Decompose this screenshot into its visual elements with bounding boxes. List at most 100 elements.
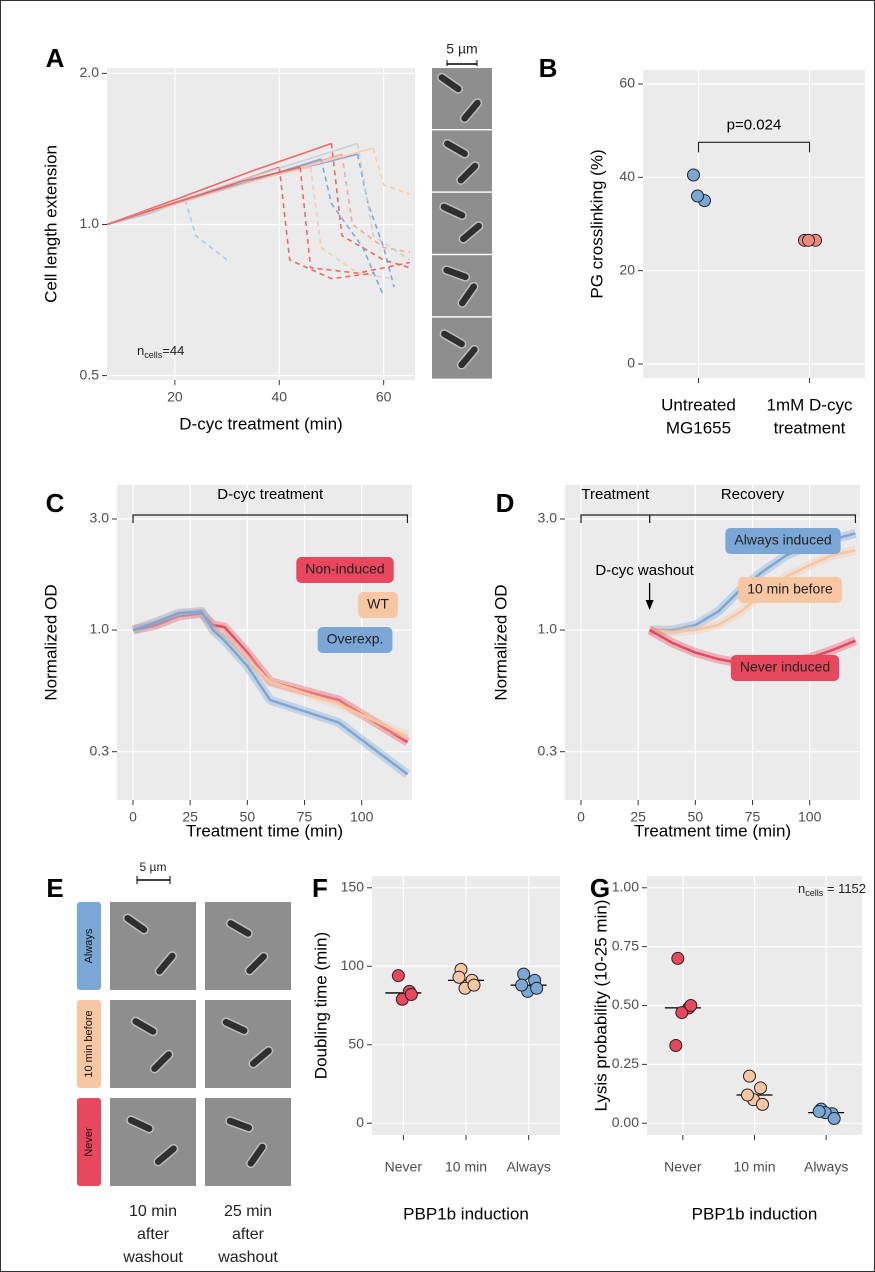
bracket-label: Treatment (581, 486, 650, 503)
cell-rod (457, 281, 479, 308)
x-tick-label: 1mM D-cyc (767, 395, 853, 414)
cell-rod (122, 913, 149, 935)
micrograph (205, 1000, 291, 1088)
legend-label: WT (367, 596, 389, 612)
column-label: 25 min (224, 1203, 272, 1220)
bracket (649, 514, 857, 523)
y-axis-title: Lysis probability (10-25 min) (591, 900, 610, 1112)
point (515, 978, 529, 992)
annotation-count: =44 (162, 343, 184, 358)
cell-rod (221, 1017, 249, 1036)
y-tick-label: 40 (619, 168, 635, 184)
x-tick-label: 20 (167, 389, 183, 405)
y-axis-title: Doubling time (min) (311, 932, 330, 1079)
y-tick-label: 0.3 (538, 742, 558, 758)
y-tick-label: 50 (348, 1035, 364, 1051)
x-tick-label: MG1655 (666, 418, 731, 437)
point (754, 1081, 767, 1095)
point (687, 168, 700, 182)
cell-rod (456, 344, 480, 370)
row-label: Always (83, 928, 95, 963)
series-line (107, 166, 301, 226)
series-line (372, 147, 411, 195)
point (530, 981, 544, 995)
x-tick-label: Never (385, 1159, 423, 1175)
y-axis-title: Cell length extension (41, 145, 60, 303)
y-tick-label: 20 (619, 261, 635, 277)
plot-background (643, 70, 865, 378)
x-tick-label: 50 (240, 809, 256, 825)
x-tick-label: 0 (577, 809, 585, 825)
point (671, 951, 685, 965)
y-tick-label: 0.3 (90, 742, 110, 758)
annotation-n: n (137, 343, 144, 358)
cell-rod (246, 1142, 268, 1169)
cell-rod (439, 202, 467, 221)
series-line (299, 167, 410, 274)
row-label: 10 min before (83, 1010, 95, 1077)
annotation: ncells = 1152 (798, 881, 866, 898)
x-tick-label: 100 (798, 809, 822, 825)
x-tick-label: treatment (774, 418, 846, 437)
legend-label: 10 min before (747, 581, 833, 597)
row-label-bg (77, 1098, 101, 1186)
x-tick-label: 75 (745, 809, 761, 825)
y-tick-label: 0.00 (612, 1114, 639, 1130)
series-line (278, 167, 374, 280)
legend-label: Non-induced (305, 561, 384, 577)
arrow-head (645, 600, 654, 610)
x-tick-label: 25 (182, 809, 198, 825)
legend-box (296, 557, 394, 583)
x-axis-title: PBP1b induction (403, 1204, 529, 1223)
bracket-label: D-cyc treatment (217, 486, 324, 503)
significance-label: p=0.024 (727, 116, 782, 133)
plot-area (643, 70, 865, 378)
cell-rod (225, 918, 253, 939)
cell-rod (149, 1049, 174, 1074)
cell-rod (126, 1115, 154, 1134)
cell-rod (456, 161, 480, 185)
x-tick-label: 60 (376, 389, 392, 405)
series-line (356, 143, 411, 261)
point (691, 189, 704, 203)
x-tick-label: 10 min (445, 1159, 487, 1175)
panel-letter: D (496, 488, 515, 518)
legend-box (317, 627, 393, 653)
series-line (309, 167, 395, 280)
x-tick-label: 0 (129, 809, 137, 825)
panel-letter: A (46, 43, 65, 73)
point (467, 978, 481, 992)
x-tick-label: 100 (350, 809, 374, 825)
point (743, 1069, 756, 1083)
series-line (320, 158, 385, 297)
y-tick-label: 150 (341, 878, 365, 894)
panel-letter: G (590, 873, 610, 903)
point (452, 970, 466, 984)
scale-bar-label: 5 µm (140, 860, 167, 874)
series-line (184, 199, 228, 261)
significance-bracket (697, 141, 811, 153)
x-tick-label: 75 (297, 809, 313, 825)
cell-rod (130, 1016, 158, 1037)
point (684, 999, 698, 1012)
cell-rod (244, 951, 269, 976)
panel-letter: B (539, 53, 558, 83)
micrograph (205, 1098, 291, 1186)
point (756, 1097, 769, 1111)
cell-rod (459, 98, 483, 124)
y-tick-label: 0 (627, 355, 635, 371)
cell-rod (442, 138, 470, 159)
column-label: after (232, 1226, 265, 1243)
x-axis-title: PBP1b induction (692, 1204, 818, 1223)
y-tick-label: 0.25 (612, 1055, 639, 1071)
column-label: after (137, 1226, 170, 1243)
legend-label: Always induced (734, 532, 831, 548)
series-line (330, 143, 411, 269)
column-label: washout (122, 1249, 183, 1266)
cell-rod (458, 221, 484, 244)
point (404, 988, 418, 1002)
annotation-n: n (798, 881, 805, 896)
bracket (132, 514, 409, 523)
point (391, 969, 405, 983)
